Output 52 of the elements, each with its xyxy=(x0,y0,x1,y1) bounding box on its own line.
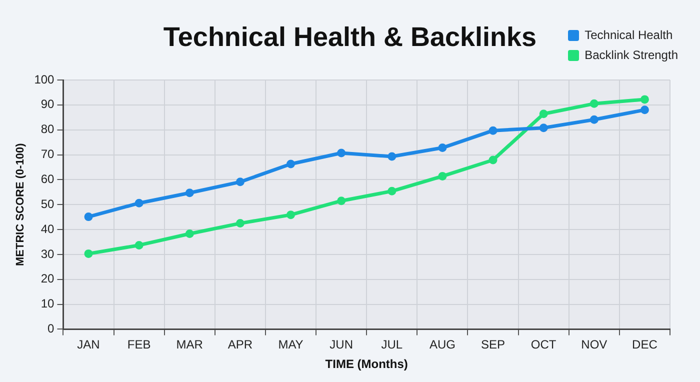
x-tick-label: SEP xyxy=(481,338,506,352)
point xyxy=(286,210,296,220)
point xyxy=(84,212,93,222)
x-tick-label: JAN xyxy=(77,338,100,352)
y-tick-label: 20 xyxy=(40,272,55,286)
x-tick-label: JUL xyxy=(381,338,403,352)
y-tick-label: 100 xyxy=(34,72,55,86)
x-tick-label: MAY xyxy=(278,338,304,352)
y-tick-label: 80 xyxy=(40,122,55,136)
point xyxy=(236,219,244,228)
x-tick-label: JUN xyxy=(330,338,353,352)
point xyxy=(286,160,296,168)
point xyxy=(640,106,649,114)
y-tick-label: 60 xyxy=(40,172,55,186)
x-tick-label: AUG xyxy=(429,338,456,352)
y-tick-label: 0 xyxy=(48,322,55,336)
y-tick-label: 10 xyxy=(40,296,55,311)
x-tick-label: DEC xyxy=(632,338,658,352)
y-tick-label: 40 xyxy=(40,222,55,236)
point xyxy=(84,249,93,258)
point xyxy=(438,144,447,152)
point xyxy=(185,188,194,198)
point xyxy=(236,178,244,186)
x-tick-label: FEB xyxy=(127,338,151,352)
x-tick-label: NOV xyxy=(581,338,608,352)
y-axis-title: METRIC SCORE (0-100) xyxy=(14,142,27,266)
legend-label: Backlink Strength xyxy=(584,48,678,62)
x-tick-label: OCT xyxy=(530,338,557,352)
point xyxy=(134,198,144,208)
point xyxy=(337,148,346,158)
y-tick-label: 90 xyxy=(40,97,55,112)
y-tick-label: 70 xyxy=(40,147,55,162)
x-tick-label: APR xyxy=(228,338,253,352)
point xyxy=(337,196,346,206)
chart-title: Technical Health & Backlinks xyxy=(163,22,537,52)
point xyxy=(539,124,548,132)
point xyxy=(185,230,194,238)
point xyxy=(539,110,548,118)
point xyxy=(488,126,498,135)
point xyxy=(388,186,396,196)
point xyxy=(590,99,598,108)
y-tick-label: 50 xyxy=(40,196,55,211)
point xyxy=(388,152,396,161)
x-tick-label: MAR xyxy=(176,338,204,352)
y-tick-label: 30 xyxy=(40,246,55,261)
point xyxy=(134,240,144,250)
point xyxy=(438,172,447,180)
legend-label: Technical Health xyxy=(584,28,673,42)
x-axis-title: TIME (Months) xyxy=(325,357,408,372)
point xyxy=(488,156,498,164)
point xyxy=(640,95,649,104)
point xyxy=(590,115,598,124)
